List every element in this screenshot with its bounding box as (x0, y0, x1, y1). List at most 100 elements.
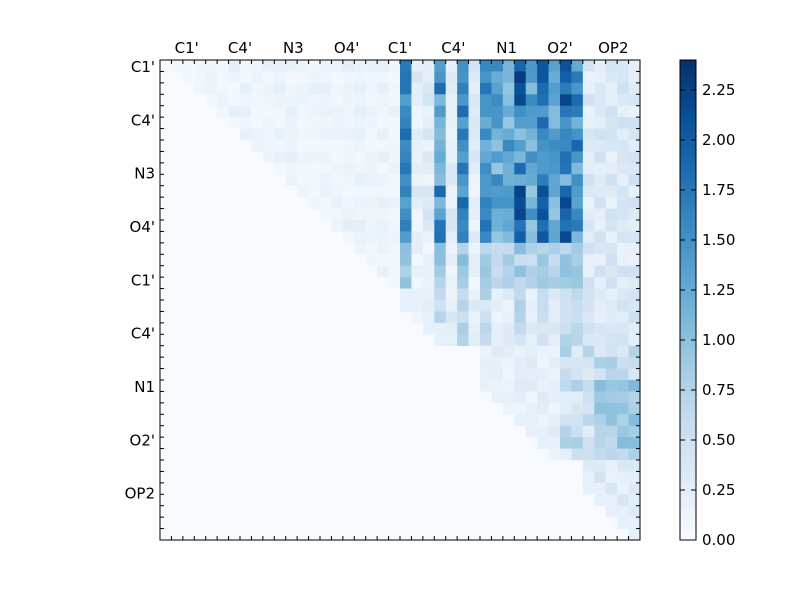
heatmap-cell (342, 60, 355, 72)
heatmap-cell (365, 254, 378, 267)
heatmap-cell (342, 162, 355, 175)
heatmap-cell (308, 151, 321, 164)
colorbar-tick-label: 0.75 (702, 381, 735, 399)
heatmap-cell (468, 60, 481, 72)
heatmap-cell (537, 71, 549, 84)
heatmap-cell (480, 220, 492, 232)
heatmap-cell (422, 288, 435, 301)
heatmap-cell (525, 414, 538, 427)
heatmap-cell (445, 71, 458, 84)
heatmap-cell (285, 117, 298, 129)
heatmap-cell (457, 322, 469, 335)
heatmap-cell (342, 231, 355, 244)
heatmap-cell (388, 220, 401, 232)
heatmap-cell (594, 380, 607, 392)
heatmap-cell (571, 448, 584, 461)
heatmap-cell (342, 151, 355, 164)
heatmap-cell (491, 60, 504, 72)
heatmap-cell (308, 162, 321, 175)
heatmap-cell (571, 288, 584, 301)
heatmap-cell (594, 162, 607, 175)
heatmap-cell (514, 162, 527, 175)
heatmap-cell (571, 345, 584, 358)
heatmap-cell (605, 128, 618, 141)
heatmap-cell (514, 208, 527, 221)
heatmap-cell (274, 140, 287, 152)
heatmap-cell (582, 220, 595, 232)
heatmap-cell (480, 322, 492, 335)
heatmap-cell (480, 311, 492, 324)
heatmap-cell (422, 185, 435, 198)
heatmap-cell (434, 151, 447, 164)
x-tick-label: OP2 (598, 39, 628, 57)
heatmap-cell (548, 368, 561, 381)
heatmap-cell (491, 311, 504, 324)
heatmap-cell (388, 197, 401, 209)
heatmap-cell (480, 117, 492, 129)
heatmap-cell (388, 151, 401, 164)
heatmap-cell (422, 311, 435, 324)
heatmap-cell (422, 128, 435, 141)
heatmap-cell (411, 151, 424, 164)
heatmap-cell (537, 220, 549, 232)
heatmap-cell (205, 71, 218, 84)
heatmap-cell (468, 334, 481, 347)
heatmap-cell (377, 220, 389, 232)
heatmap-cell (354, 220, 367, 232)
heatmap-cell (331, 162, 344, 175)
heatmap-cell (628, 94, 641, 107)
heatmap-cell (594, 437, 607, 449)
heatmap-cell (297, 185, 309, 198)
heatmap-cell (502, 197, 515, 209)
heatmap-cell (377, 82, 389, 95)
heatmap-cell (457, 242, 469, 255)
heatmap-cell (411, 185, 424, 198)
heatmap-cell (285, 60, 298, 72)
heatmap-cell (388, 162, 401, 175)
heatmap-cell (400, 242, 412, 255)
heatmap-cell (262, 151, 275, 164)
heatmap-cell (514, 265, 527, 278)
heatmap-cell (422, 94, 435, 107)
heatmap-cell (468, 128, 481, 141)
heatmap-cell (628, 448, 641, 461)
heatmap-cell (491, 162, 504, 175)
heatmap-cell (594, 448, 607, 461)
heatmap-cell (525, 174, 538, 187)
heatmap-cell (354, 105, 367, 118)
heatmap-cell (537, 197, 549, 209)
heatmap-cell (560, 162, 572, 175)
heatmap-cell (468, 277, 481, 289)
heatmap-cell (617, 60, 629, 72)
heatmap-cell (548, 254, 561, 267)
heatmap-cell (582, 425, 595, 438)
heatmap-cell (445, 220, 458, 232)
heatmap-cell (537, 345, 549, 358)
heatmap-cell (617, 231, 629, 244)
heatmap-cell (262, 105, 275, 118)
heatmap-cell (537, 94, 549, 107)
heatmap-cell (422, 162, 435, 175)
heatmap-cell (491, 94, 504, 107)
heatmap-cell (320, 140, 332, 152)
heatmap-cell (320, 60, 332, 72)
heatmap-cell (468, 82, 481, 95)
heatmap-cell (182, 71, 195, 84)
heatmap-cell (571, 322, 584, 335)
heatmap-cell (514, 402, 527, 415)
heatmap-cell (525, 334, 538, 347)
heatmap-cell (617, 494, 629, 507)
heatmap-cell (560, 357, 572, 369)
heatmap-cell (445, 60, 458, 72)
heatmap-cell (560, 128, 572, 141)
heatmap-cell (617, 345, 629, 358)
heatmap-cell (617, 357, 629, 369)
heatmap-cell (354, 60, 367, 72)
heatmap-cell (514, 231, 527, 244)
colorbar-tick-label: 2.00 (702, 131, 735, 149)
heatmap-cell (480, 300, 492, 312)
heatmap-cell (354, 185, 367, 198)
heatmap-cell (628, 322, 641, 335)
heatmap-cell (514, 345, 527, 358)
heatmap-cell (514, 71, 527, 84)
